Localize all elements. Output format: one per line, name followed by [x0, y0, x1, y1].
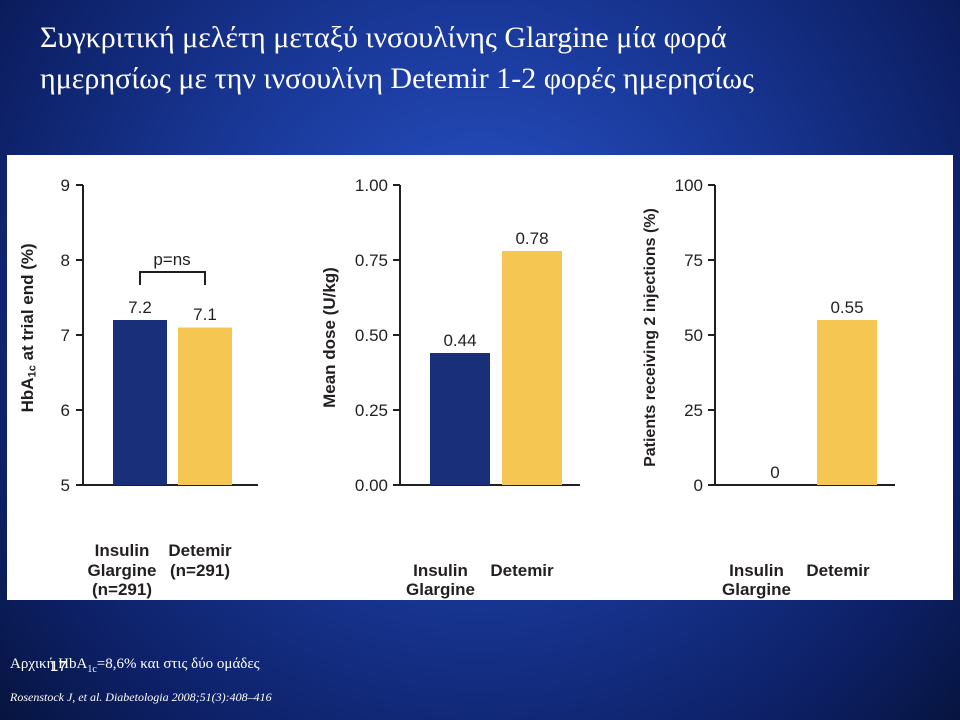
chart3-ylabel: Patients receiving 2 injections (%) [642, 155, 660, 561]
svg-text:6: 6 [61, 401, 70, 420]
chart3-val-glargine: 0 [770, 463, 779, 482]
chart1-xlab-detemir: Detemir(n=291) [161, 541, 239, 600]
chart2-bar-glargine [430, 353, 490, 485]
svg-text:25: 25 [684, 401, 703, 420]
svg-text:50: 50 [684, 326, 703, 345]
chart2-val-glargine: 0.44 [443, 331, 476, 350]
svg-text:0.00: 0.00 [355, 476, 388, 495]
svg-text:5: 5 [61, 476, 70, 495]
chart3-xlab-glargine: InsulinGlargine [714, 561, 799, 600]
chart2-val-detemir: 0.78 [515, 229, 548, 248]
chart3-svg: 0 25 50 75 100 0 0.55 [660, 155, 920, 525]
chart1-pvalue: p=ns [154, 250, 191, 269]
svg-text:9: 9 [61, 176, 70, 195]
chart1-svg: 5 6 7 8 9 7.2 7.1 p=ns [38, 155, 278, 525]
chart2-bar-detemir [502, 251, 562, 485]
chart3-bar-detemir [817, 320, 877, 485]
chart-injections: Patients receiving 2 injections (%) 0 25… [642, 155, 942, 600]
chart1-val-detemir: 7.1 [194, 305, 218, 324]
chart1-bar-glargine [113, 320, 167, 485]
svg-text:7: 7 [61, 326, 70, 345]
svg-text:8: 8 [61, 251, 70, 270]
chart1-xlab-glargine: InsulinGlargine(n=291) [83, 541, 161, 600]
chart3-val-detemir: 0.55 [830, 298, 863, 317]
chart-panel: HbA1c at trial end (%) 5 6 7 8 9 7.2 [7, 155, 953, 600]
title-line1: Συγκριτική μελέτη μεταξύ ινσουλίνης Glar… [40, 21, 727, 54]
chart1-val-glargine: 7.2 [129, 298, 153, 317]
svg-text:0.50: 0.50 [355, 326, 388, 345]
svg-text:100: 100 [675, 176, 703, 195]
citation: Rosenstock J, et al. Diabetologia 2008;5… [10, 690, 272, 705]
title-line2: ημερησίως με την ινσουλίνη Detemir 1-2 φ… [40, 62, 754, 95]
chart-dose: Mean dose (U/kg) 0.00 0.25 0.50 0.75 1.0… [320, 155, 620, 600]
svg-text:1.00: 1.00 [355, 176, 388, 195]
slide-title: Συγκριτική μελέτη μεταξύ ινσουλίνης Glar… [0, 0, 960, 99]
chart2-ylabel: Mean dose (U/kg) [320, 155, 340, 561]
chart1-ylabel: HbA1c at trial end (%) [18, 155, 38, 541]
svg-text:75: 75 [684, 251, 703, 270]
footnote: Αρχική HbA1c=8,6% και στις δύο ομάδες [10, 656, 260, 675]
chart2-xlab-glargine: InsulinGlargine [398, 561, 483, 600]
svg-text:0.75: 0.75 [355, 251, 388, 270]
chart2-svg: 0.00 0.25 0.50 0.75 1.00 0.44 0.78 [340, 155, 600, 525]
svg-text:0.25: 0.25 [355, 401, 388, 420]
svg-text:0: 0 [694, 476, 703, 495]
chart3-xlab-detemir: Detemir [799, 561, 877, 600]
chart1-bar-detemir [178, 328, 232, 486]
chart-hba1c: HbA1c at trial end (%) 5 6 7 8 9 7.2 [18, 155, 298, 600]
chart2-xlab-detemir: Detemir [483, 561, 561, 600]
